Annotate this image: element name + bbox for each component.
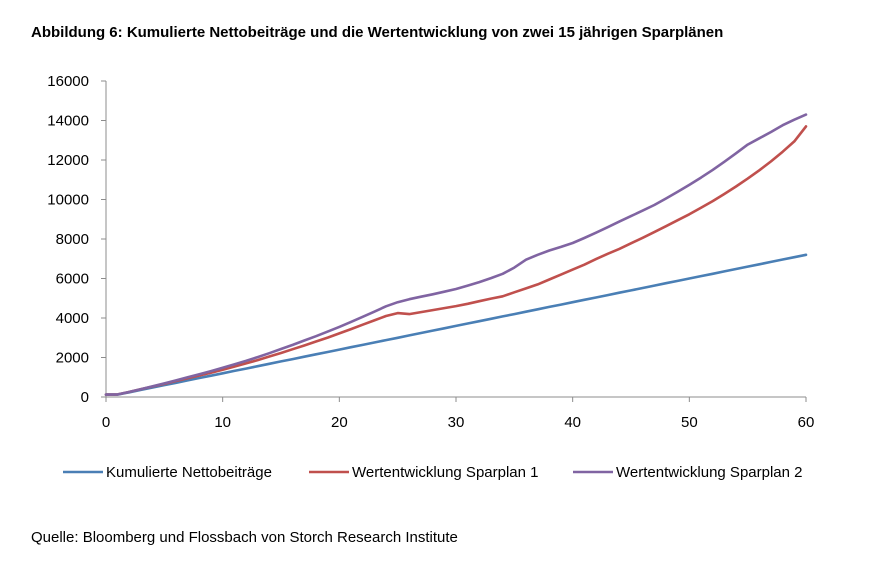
y-tick-label: 8000 bbox=[56, 231, 89, 248]
x-tick-label: 20 bbox=[331, 414, 348, 431]
series-line-3 bbox=[104, 113, 808, 396]
legend-label-1: Kumulierte Nettobeiträge bbox=[106, 464, 272, 481]
y-tick-label: 2000 bbox=[56, 350, 89, 367]
y-tick-label: 4000 bbox=[56, 310, 89, 327]
y-tick-label: 12000 bbox=[47, 152, 89, 169]
y-tick-label: 10000 bbox=[47, 192, 89, 209]
x-tick-label: 50 bbox=[681, 414, 698, 431]
legend-label-3: Wertentwicklung Sparplan 2 bbox=[616, 464, 803, 481]
y-tick-label: 14000 bbox=[47, 113, 89, 130]
x-tick-label: 40 bbox=[564, 414, 581, 431]
x-tick-label: 60 bbox=[798, 414, 815, 431]
y-tick-label: 16000 bbox=[47, 73, 89, 90]
y-tick-label: 0 bbox=[81, 389, 89, 406]
x-tick-label: 0 bbox=[102, 414, 110, 431]
source-note: Quelle: Bloomberg und Flossbach von Stor… bbox=[31, 529, 458, 546]
chart-title: Abbildung 6: Kumulierte Nettobeiträge un… bbox=[31, 24, 724, 41]
series-line-2 bbox=[104, 125, 808, 396]
series-line-1 bbox=[104, 253, 808, 396]
legend-label-2: Wertentwicklung Sparplan 1 bbox=[352, 464, 539, 481]
x-tick-label: 30 bbox=[448, 414, 465, 431]
x-tick-label: 10 bbox=[214, 414, 231, 431]
y-tick-label: 6000 bbox=[56, 271, 89, 288]
